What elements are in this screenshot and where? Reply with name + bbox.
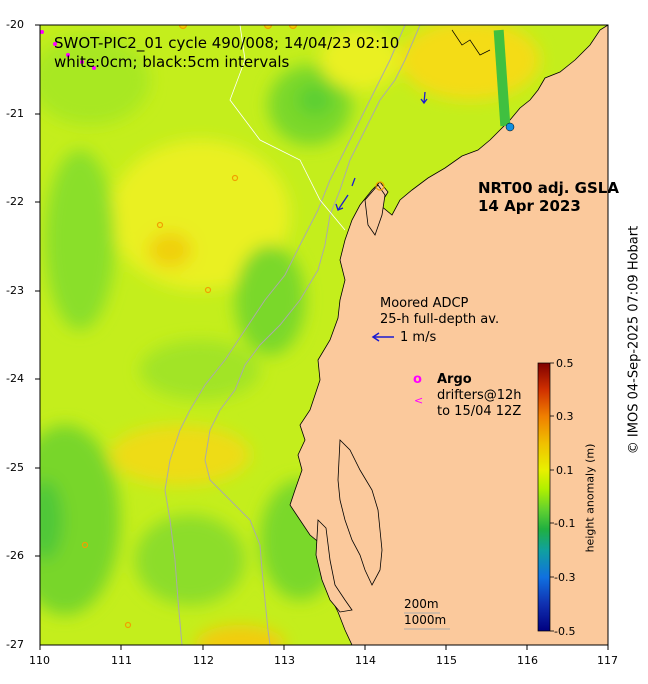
adcp-scale-arrowhead [371,332,380,342]
map-title: SWOT-PIC2_01 cycle 490/008; 14/04/23 02:… [54,34,400,52]
argo-floats [81,25,385,629]
swot-swath [493,29,511,127]
drifter-sublabel: to 15/04 12Z [437,404,522,419]
product-name: NRT00 adj. GSLA [478,179,619,197]
isobath-200m [204,25,421,645]
x-tick: 114 [355,654,376,667]
x-tick: 117 [597,654,618,667]
adcp-label: Moored ADCP [380,296,469,311]
drifter-label: drifters@12h [437,388,522,403]
plot-frame [39,24,609,646]
adcp-sublabel: 25-h full-depth av. [380,312,500,327]
colorbar-tick: 0.3 [556,410,574,423]
x-tick: 116 [517,654,538,667]
y-tick: -23 [6,284,24,297]
x-tick: 111 [111,654,132,667]
colorbar [537,362,551,632]
y-tick: -25 [6,461,24,474]
y-tick: -20 [6,18,24,31]
x-tick: 115 [436,654,457,667]
colorbar-tick: -0.5 [554,625,576,638]
colorbar-ticks [550,362,554,632]
colorbar-tick: 0.1 [556,464,574,477]
current-arrows [335,91,428,211]
x-tick: 113 [274,654,295,667]
peninsula [337,439,383,586]
isobath-label-200: 200m [404,597,439,611]
y-tick: -26 [6,549,24,562]
map-plot-area [40,25,608,645]
y-tick: -24 [6,372,24,385]
argo-label: Argo [437,372,472,387]
contour-white [229,25,346,231]
colorbar-tick: -0.3 [554,571,576,584]
island [315,519,353,613]
colorbar-tick: -0.1 [554,517,576,530]
y-tick: -22 [6,195,24,208]
adcp-scale-label: 1 m/s [400,330,437,345]
y-tick: -21 [6,107,24,120]
map-subtitle: white:0cm; black:5cm intervals [54,53,290,71]
adcp-mooring [505,122,515,132]
cape-range [364,184,386,236]
isobath-1000m [164,25,406,645]
drifter-tracks [40,30,96,70]
x-tick: 110 [29,654,50,667]
product-date: 14 Apr 2023 [478,197,581,215]
credit-text: © IMOS 04-Sep-2025 07:09 Hobart [626,225,642,455]
x-tick: 112 [193,654,214,667]
colorbar-tick: 0.5 [556,357,574,370]
y-tick: -27 [6,638,24,651]
tick-marks [35,24,609,650]
isobath-label-1000: 1000m [404,613,447,627]
drifter-symbol: < [414,394,424,407]
argo-symbol: o [413,372,422,387]
anomaly-patches [40,25,540,645]
colorbar-label: height anomaly (m) [583,443,597,553]
contour-black [451,29,491,56]
